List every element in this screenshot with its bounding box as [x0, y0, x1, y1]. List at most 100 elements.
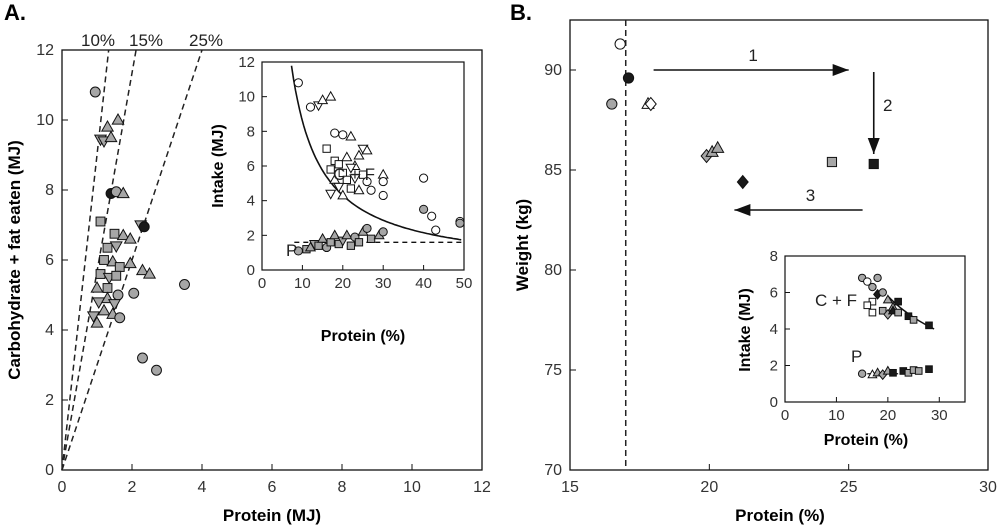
panel-a-inset-y-axis-title: Intake (MJ) — [210, 124, 227, 208]
panel-a-point-26 — [90, 281, 104, 293]
panel-a-x-tick-label-2: 4 — [198, 479, 207, 496]
panel-a-inset-p-point-21 — [455, 218, 465, 228]
panel-b-inset-point-9 — [894, 297, 902, 306]
panel-a-reference-line-0 — [61, 49, 110, 471]
panel-a-inset-cf-point-22 — [349, 174, 361, 185]
panel-a-point-5 — [104, 130, 118, 143]
panel-a-point-3 — [111, 113, 125, 125]
panel-b-point-2 — [606, 98, 618, 110]
panel-a-inset-cf-point-10 — [361, 144, 373, 155]
panel-a-point-9 — [95, 216, 106, 227]
panel-a-inset-p-point-11 — [341, 229, 353, 240]
panel-b-inset-point-17 — [925, 321, 933, 330]
panel-a-inset-p-point-19 — [378, 227, 388, 237]
panel-a-point-14 — [123, 232, 137, 244]
panel-a-inset-cf-point-28 — [325, 189, 337, 200]
panel-a-inset-y-tick-label-0: 0 — [247, 262, 255, 279]
panel-a-inset-cf-point-12 — [334, 160, 343, 169]
panel-b-inset-point-19 — [857, 369, 867, 378]
panel-b-inset-point-1 — [863, 277, 872, 286]
panel-b-inset-p-label: P — [851, 347, 862, 366]
panel-b-y-tick-label-0: 70 — [544, 462, 562, 479]
panel-a-point-33 — [97, 303, 111, 316]
panel-b-inset-point-10 — [863, 301, 872, 310]
panel-a-point-25 — [142, 267, 157, 279]
panel-a-inset-p-point-4 — [314, 241, 323, 250]
panel-b-inset-x-axis-title: Protein (%) — [824, 432, 908, 449]
panel-a-point-35 — [86, 311, 101, 323]
panel-a-y-tick-label-1: 2 — [45, 392, 54, 409]
panel-a-inset-p-point-14 — [354, 238, 364, 247]
panel-b-inset-x-tick-label-0: 0 — [781, 407, 789, 424]
panel-a-inset-p-point-16 — [362, 223, 372, 233]
panel-a-point-37 — [90, 316, 104, 328]
panel-a-inset-cf-point-4 — [325, 90, 337, 101]
panel-a-inset-cf-point-27 — [366, 185, 376, 195]
panel-a-inset-cf-point-5 — [330, 128, 340, 138]
panel-a-point-12 — [109, 228, 120, 239]
panel-a-x-axis-title: Protein (MJ) — [223, 506, 321, 525]
panel-b-inset-point-3 — [873, 273, 882, 283]
panel-b-inset-point-18 — [868, 308, 877, 317]
panel-a-point-39 — [137, 352, 148, 364]
panel-a-y-tick-label-3: 6 — [45, 252, 54, 269]
panel-a-inset-points — [293, 78, 465, 256]
panel-a-inset-cf-point-32 — [378, 190, 388, 201]
panel-a-inset-cf-point-0 — [293, 78, 303, 88]
panel-a-points — [86, 86, 190, 376]
panel-b-label: B. — [510, 0, 532, 25]
panel-a-inset-p-point-7 — [326, 238, 335, 247]
panel-a-reference-label-1: 15% — [129, 31, 163, 50]
panel-a-x-tick-label-6: 12 — [473, 479, 491, 496]
panel-b-inset-y-tick-label-3: 6 — [770, 285, 778, 302]
panel-b-inset-y-tick-label-0: 0 — [770, 394, 778, 411]
panel-a-inset-cf-point-23 — [362, 177, 372, 187]
panel-b-inset-point-11 — [878, 306, 887, 315]
panel-b-x-tick-label-0: 15 — [561, 479, 579, 496]
panel-a-reference-lines: 10% 15% 25% — [61, 31, 223, 471]
panel-a-inset-p-label: P — [286, 241, 297, 260]
panel-a-reference-label-0: 10% — [81, 31, 115, 50]
panel-a-inset-x-tick-label-2: 20 — [334, 275, 351, 292]
panel-a-ticks: 0 2 4 6 8 10 12 0 2 4 6 8 10 12 — [36, 42, 491, 496]
panel-b-inset-x-tick-label-1: 10 — [828, 407, 845, 424]
panel-b-inset-y-tick-label-4: 8 — [770, 248, 778, 265]
panel-a-point-28 — [112, 289, 124, 301]
panel-a-x-tick-label-4: 8 — [338, 479, 347, 496]
panel-a-inset-cf-point-1 — [305, 102, 316, 112]
panel-a-point-38 — [179, 279, 190, 290]
panel-a-point-11 — [138, 221, 150, 233]
panel-b-point-0 — [614, 38, 626, 50]
panel-b-inset-y-axis-title: Intake (MJ) — [737, 288, 754, 372]
panel-a-y-tick-label-5: 10 — [36, 112, 54, 129]
panel-b-inset-x-tick-label-3: 30 — [931, 407, 948, 424]
panel-a-inset-cf-point-21 — [342, 175, 351, 185]
panel-a-inset-y-tick-label-6: 12 — [238, 54, 255, 71]
panel-a-inset-cf-point-31 — [378, 177, 388, 187]
panel-b-points — [606, 38, 879, 190]
panel-a-point-13 — [116, 228, 130, 241]
panel-b-x-tick-label-3: 30 — [979, 479, 997, 496]
panel-a-inset-p-point-12 — [346, 241, 356, 250]
panel-b-inset-y-tick-label-2: 4 — [770, 321, 778, 338]
panel-a-inset-cf-point-26 — [353, 184, 365, 195]
panel-a-y-tick-label-6: 12 — [36, 42, 54, 59]
panel-a-inset-y-tick-label-1: 2 — [247, 227, 255, 244]
panel-a-inset-cf-point-6 — [338, 130, 348, 140]
panel-b-arrows: 1 2 3 — [653, 46, 892, 216]
panel-a-inset-cf-point-8 — [322, 144, 331, 153]
panel-a-reference-label-2: 25% — [189, 31, 223, 50]
panel-a-point-40 — [151, 364, 162, 376]
panel-a-x-tick-label-1: 2 — [128, 479, 137, 496]
panel-b-arrow-label-0: 1 — [748, 46, 757, 65]
panel-b-y-tick-label-3: 85 — [544, 162, 562, 179]
panel-b-x-tick-label-1: 20 — [700, 479, 718, 496]
panel-a-x-tick-label-3: 6 — [268, 479, 277, 496]
panel-b-point-8 — [736, 174, 749, 190]
panel-a-point-17 — [99, 255, 109, 265]
panel-a-inset-cf-point-33 — [419, 173, 429, 183]
panel-a-point-36 — [114, 312, 126, 324]
panel-a-inset-p-point-8 — [329, 229, 341, 240]
panel-a-inset-p-point-17 — [366, 234, 376, 243]
